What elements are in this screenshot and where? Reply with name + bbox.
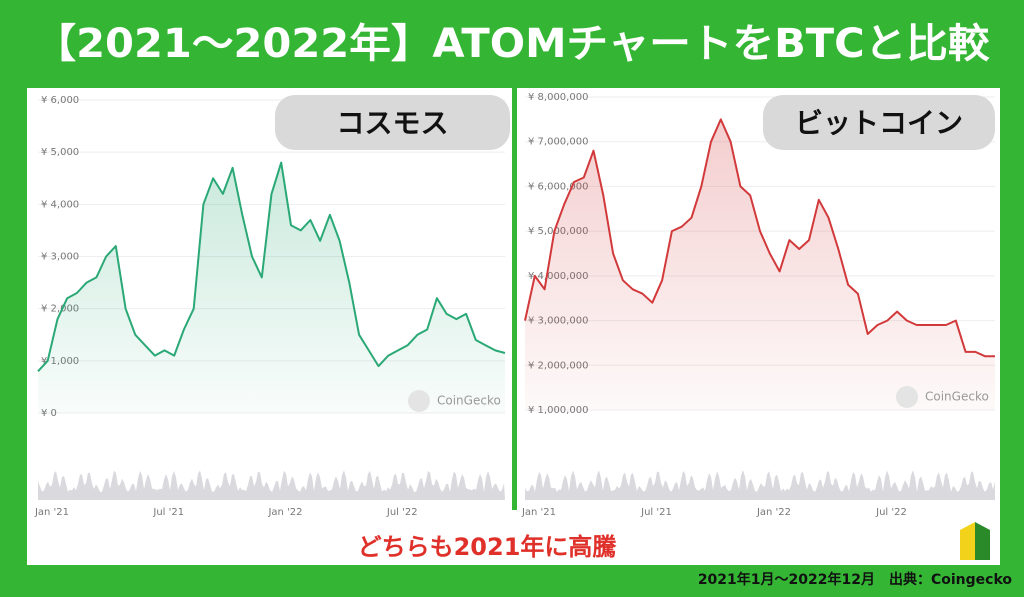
logo [960, 522, 990, 560]
area [38, 162, 505, 413]
divider [512, 88, 517, 510]
footer: 2021年1月～2022年12月 出典：Coingecko [698, 571, 1013, 588]
y-tick-label: ¥ 2,000 [41, 304, 79, 315]
y-tick-label: ¥ 4,000 [41, 199, 79, 210]
watermark-icon [896, 386, 918, 408]
x-tick-label: Jul '21 [640, 507, 672, 518]
chart-title: コスモス [336, 107, 448, 140]
y-tick-label: ¥ 0 [41, 408, 57, 419]
line [524, 118, 995, 358]
y-tick-label: ¥ 8,000,000 [528, 92, 588, 103]
watermark-icon [408, 390, 430, 412]
caption: どちらも2021年に高騰 [358, 533, 617, 561]
y-tick-label: ¥ 7,000,000 [528, 137, 588, 148]
watermark: CoinGecko [437, 394, 501, 408]
x-tick-label: Jul '22 [875, 507, 907, 518]
x-tick-label: Jan '21 [521, 507, 556, 518]
title: 【2021～2022年】ATOMチャートをBTCと比較 [35, 21, 991, 67]
x-tick-label: Jan '22 [267, 507, 302, 518]
y-tick-label: ¥ 6,000,000 [528, 181, 588, 192]
volume-texture [38, 470, 505, 500]
x-tick-label: Jul '22 [386, 507, 418, 518]
chart-title: ビットコイン [795, 107, 963, 140]
y-tick-label: ¥ 1,000,000 [528, 405, 588, 416]
title-pill [763, 95, 995, 150]
title-pill [275, 95, 510, 150]
y-tick-label: ¥ 5,000 [41, 147, 79, 158]
area [525, 119, 995, 411]
x-tick-label: Jan '21 [34, 507, 69, 518]
line [37, 161, 506, 372]
volume-texture [525, 470, 995, 500]
y-tick-label: ¥ 6,000 [41, 95, 79, 106]
x-tick-label: Jul '21 [152, 507, 184, 518]
y-tick-label: ¥ 3,000 [41, 252, 79, 263]
x-tick-label: Jan '22 [756, 507, 791, 518]
watermark: CoinGecko [925, 390, 989, 404]
